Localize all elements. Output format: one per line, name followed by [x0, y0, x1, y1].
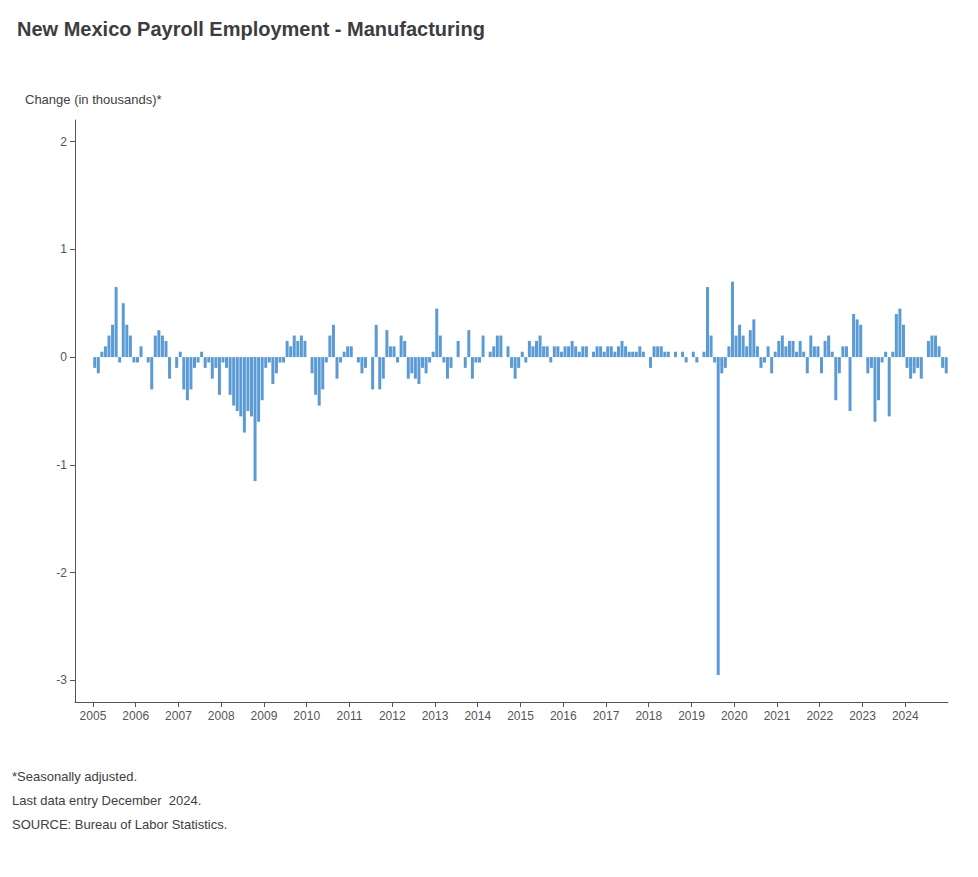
svg-text:-2: -2 [56, 566, 67, 580]
svg-text:2017: 2017 [593, 709, 620, 723]
svg-text:New Mexico Payroll Employment: New Mexico Payroll Employment - Manufact… [17, 18, 485, 40]
svg-text:2020: 2020 [721, 709, 748, 723]
svg-text:2014: 2014 [464, 709, 491, 723]
svg-text:2022: 2022 [806, 709, 833, 723]
svg-text:*Seasonally adjusted.: *Seasonally adjusted. [12, 769, 137, 784]
svg-text:2018: 2018 [635, 709, 662, 723]
svg-text:Last data entry December 2024: Last data entry December 2024. [12, 793, 201, 808]
svg-text:2024: 2024 [892, 709, 919, 723]
svg-text:2016: 2016 [550, 709, 577, 723]
svg-text:SOURCE: Bureau of Labor Statis: SOURCE: Bureau of Labor Statistics. [12, 817, 227, 832]
svg-text:2006: 2006 [122, 709, 149, 723]
svg-text:2011: 2011 [337, 709, 363, 723]
svg-text:2012: 2012 [379, 709, 406, 723]
svg-text:0: 0 [60, 350, 67, 364]
svg-text:-1: -1 [56, 458, 67, 472]
svg-text:2008: 2008 [208, 709, 235, 723]
svg-text:2015: 2015 [507, 709, 534, 723]
svg-text:2009: 2009 [251, 709, 278, 723]
svg-text:2013: 2013 [422, 709, 449, 723]
svg-text:2010: 2010 [293, 709, 320, 723]
svg-text:-3: -3 [56, 673, 67, 687]
svg-text:2023: 2023 [849, 709, 876, 723]
svg-text:2007: 2007 [165, 709, 192, 723]
svg-text:2005: 2005 [80, 709, 107, 723]
svg-text:2: 2 [60, 135, 67, 149]
svg-text:2019: 2019 [678, 709, 705, 723]
svg-text:1: 1 [60, 242, 67, 256]
svg-text:2021: 2021 [764, 709, 791, 723]
svg-text:Change (in thousands)*: Change (in thousands)* [25, 92, 162, 107]
